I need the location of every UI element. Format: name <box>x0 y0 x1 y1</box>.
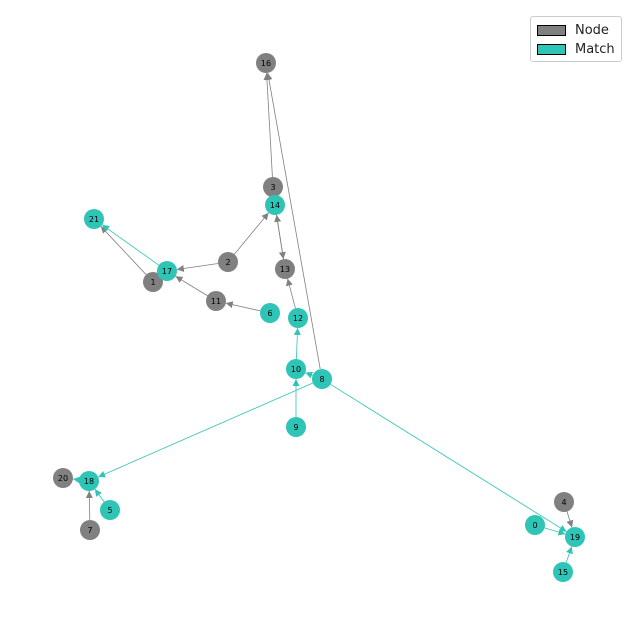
graph-node-10: 10 <box>286 359 306 379</box>
node-circle-0 <box>525 515 545 535</box>
legend: Node Match <box>530 16 622 62</box>
node-circle-5 <box>100 500 120 520</box>
edge-18-20 <box>72 476 81 484</box>
edge-15-19 <box>565 546 573 563</box>
node-circle-11 <box>206 291 226 311</box>
node-circle-16 <box>256 53 276 73</box>
node-circle-6 <box>260 303 280 323</box>
edge-4-19 <box>566 511 574 528</box>
graph-node-6: 6 <box>260 303 280 323</box>
node-label-14: 14 <box>270 201 280 210</box>
graph-node-11: 11 <box>206 291 226 311</box>
graph-node-0: 0 <box>525 515 545 535</box>
graph-node-3: 3 <box>263 177 283 197</box>
graph-node-8: 8 <box>312 369 332 389</box>
node-label-0: 0 <box>532 521 537 530</box>
node-circle-1 <box>143 272 163 292</box>
graph-node-12: 12 <box>288 308 308 328</box>
node-label-19: 19 <box>570 533 580 542</box>
graph-node-5: 5 <box>100 500 120 520</box>
legend-swatch-node <box>537 25 566 36</box>
node-circle-3 <box>263 177 283 197</box>
node-label-13: 13 <box>280 265 290 274</box>
node-label-9: 9 <box>293 423 298 432</box>
node-circle-20 <box>53 468 73 488</box>
edge-6-11 <box>225 301 261 312</box>
node-label-17: 17 <box>162 267 172 276</box>
node-circle-9 <box>286 417 306 437</box>
node-label-4: 4 <box>561 498 566 507</box>
node-circle-8 <box>312 369 332 389</box>
graph-node-1: 1 <box>143 272 163 292</box>
node-label-18: 18 <box>84 477 94 486</box>
node-circle-13 <box>275 259 295 279</box>
node-label-10: 10 <box>291 365 301 374</box>
node-label-2: 2 <box>225 258 230 267</box>
graph-node-15: 15 <box>553 562 573 582</box>
node-circle-12 <box>288 308 308 328</box>
node-label-15: 15 <box>558 568 568 577</box>
graph-node-4: 4 <box>554 492 574 512</box>
edge-8-10 <box>305 371 314 379</box>
node-circle-7 <box>80 520 100 540</box>
edge-11-17 <box>175 275 208 297</box>
graph-node-21: 21 <box>84 209 104 229</box>
graph-node-16: 16 <box>256 53 276 73</box>
node-label-7: 7 <box>87 526 92 535</box>
edge-10-12 <box>293 327 301 360</box>
graph-node-7: 7 <box>80 520 100 540</box>
node-label-3: 3 <box>270 183 275 192</box>
node-circle-4 <box>554 492 574 512</box>
edge-1-21 <box>100 226 147 275</box>
graph-node-9: 9 <box>286 417 306 437</box>
node-label-11: 11 <box>211 297 221 306</box>
graph-node-19: 19 <box>565 527 585 547</box>
node-label-1: 1 <box>150 278 155 287</box>
node-label-6: 6 <box>267 309 272 318</box>
edge-5-18 <box>94 488 105 503</box>
edge-8-16 <box>265 72 321 370</box>
edge-8-19 <box>330 383 567 533</box>
legend-swatch-match <box>537 44 566 55</box>
node-label-16: 16 <box>261 59 271 68</box>
graph-node-13: 13 <box>275 259 295 279</box>
edge-7-18 <box>85 490 93 521</box>
node-label-20: 20 <box>58 474 68 483</box>
graph-node-20: 20 <box>53 468 73 488</box>
node-circle-19 <box>565 527 585 547</box>
node-circle-17 <box>157 261 177 281</box>
node-circle-15 <box>553 562 573 582</box>
edge-17-21 <box>101 224 160 266</box>
legend-item-node: Node <box>537 21 615 40</box>
edge-2-17 <box>176 263 219 272</box>
node-label-12: 12 <box>293 314 303 323</box>
graph-node-18: 18 <box>79 471 99 491</box>
node-circle-18 <box>79 471 99 491</box>
node-circle-10 <box>286 359 306 379</box>
node-label-8: 8 <box>319 375 324 384</box>
edge-2-14 <box>234 212 269 255</box>
graph-node-14: 14 <box>265 195 285 215</box>
legend-label-match: Match <box>575 42 615 57</box>
node-label-21: 21 <box>89 215 99 224</box>
graph-node-2: 2 <box>218 252 238 272</box>
graph-node-17: 17 <box>157 261 177 281</box>
edge-3-16 <box>263 72 273 178</box>
node-circle-14 <box>265 195 285 215</box>
edges-layer <box>72 72 574 563</box>
edge-12-13 <box>285 278 296 309</box>
edge-0-19 <box>544 527 566 536</box>
node-circle-21 <box>84 209 104 229</box>
edge-13-14 <box>274 214 284 260</box>
edge-8-18 <box>98 382 313 478</box>
legend-label-node: Node <box>575 23 609 38</box>
node-label-5: 5 <box>107 506 112 515</box>
legend-item-match: Match <box>537 40 615 59</box>
node-circle-2 <box>218 252 238 272</box>
